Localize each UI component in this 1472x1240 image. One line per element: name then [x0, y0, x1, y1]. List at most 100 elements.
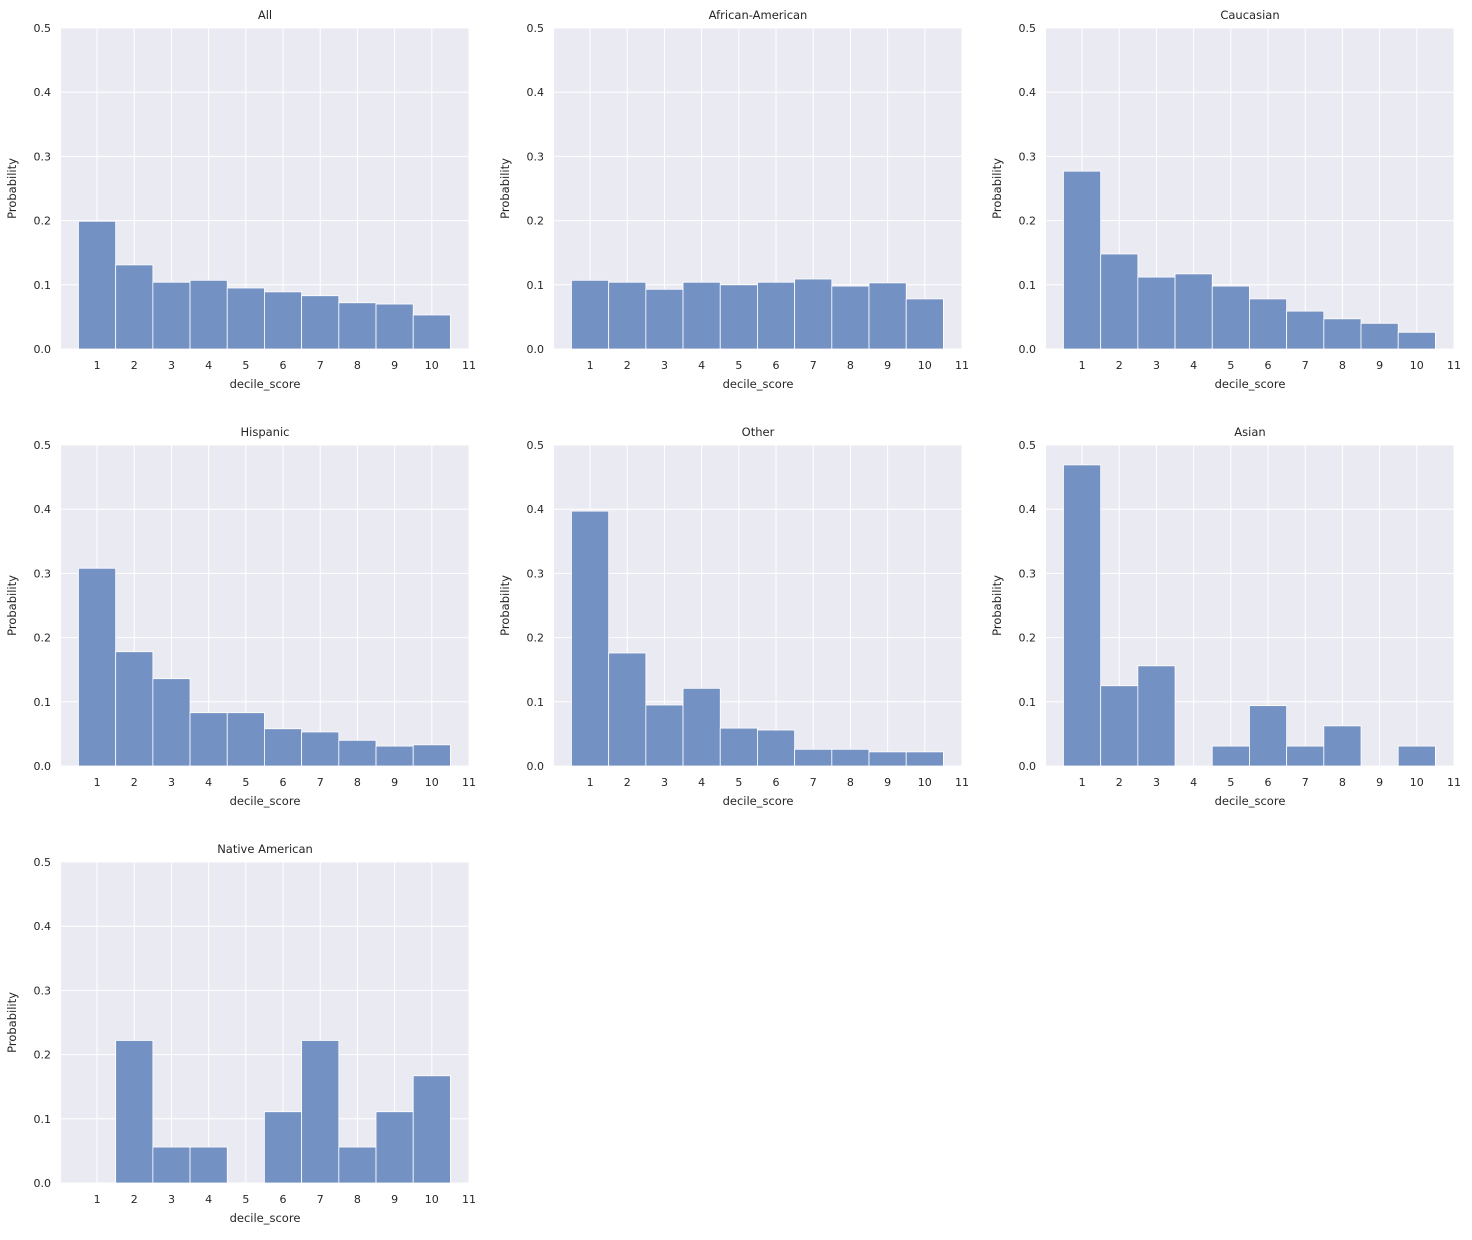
- x-tick-label: 10: [425, 1193, 439, 1206]
- x-tick-label: 11: [1447, 776, 1461, 789]
- bar-decile-6: [264, 728, 303, 767]
- x-tick-label: 6: [1265, 359, 1272, 372]
- x-tick-label: 3: [168, 359, 175, 372]
- y-tick-label: 0.0: [34, 343, 52, 356]
- x-tick-label: 6: [1265, 776, 1272, 789]
- bar-decile-7: [794, 748, 833, 767]
- bar-decile-8: [338, 739, 377, 767]
- bar-decile-5: [226, 287, 265, 350]
- bar-decile-8: [831, 285, 870, 350]
- x-tick-label: 10: [1410, 776, 1424, 789]
- x-tick-label: 5: [242, 776, 249, 789]
- x-tick-label: 1: [94, 1193, 101, 1206]
- y-tick-label: 0.5: [527, 439, 545, 452]
- x-tick-label: 3: [168, 776, 175, 789]
- bar-decile-1: [1063, 170, 1102, 350]
- bar-decile-2: [115, 264, 154, 350]
- bar-decile-4: [189, 1146, 228, 1184]
- x-tick-label: 9: [1376, 776, 1383, 789]
- bar-decile-9: [868, 751, 907, 767]
- x-tick-label: 5: [735, 359, 742, 372]
- y-tick-label: 0.5: [34, 439, 52, 452]
- bar-decile-8: [338, 302, 377, 350]
- y-tick-label: 0.3: [527, 150, 545, 163]
- x-axis-label: decile_score: [1215, 794, 1286, 808]
- x-tick-label: 5: [1227, 776, 1234, 789]
- x-tick-label: 7: [1302, 776, 1309, 789]
- y-tick-label: 0.3: [1019, 150, 1037, 163]
- y-axis-label: Probability: [990, 158, 1004, 219]
- x-tick-label: 5: [242, 1193, 249, 1206]
- bar-decile-2: [608, 281, 647, 350]
- bar-decile-6: [757, 281, 796, 350]
- bar-decile-10: [905, 298, 944, 350]
- bar-decile-7: [301, 731, 340, 767]
- y-tick-label: 0.4: [1019, 503, 1037, 516]
- bar-decile-9: [375, 1111, 414, 1184]
- x-tick-label: 9: [391, 1193, 398, 1206]
- bar-decile-5: [1211, 285, 1250, 350]
- x-tick-label: 5: [242, 359, 249, 372]
- subplot-title: African-American: [709, 8, 808, 22]
- bar-decile-8: [831, 748, 870, 767]
- y-tick-label: 0.4: [1019, 86, 1037, 99]
- y-tick-label: 0.0: [527, 760, 545, 773]
- y-tick-label: 0.5: [34, 856, 52, 869]
- subplot-caucasian: 0.0 0.1 0.2 0.3 0.4 0.5 1 2 3 4 5 6 7 8 9 10 11 Caucasian…: [990, 8, 1461, 391]
- x-tick-label: 1: [587, 776, 594, 789]
- bar-decile-6: [264, 1111, 303, 1184]
- bar-decile-1: [78, 220, 117, 350]
- x-axis-label: decile_score: [723, 794, 794, 808]
- x-tick-label: 11: [955, 776, 969, 789]
- x-tick-label: 4: [698, 776, 705, 789]
- x-tick-label: 9: [884, 776, 891, 789]
- x-tick-label: 11: [1447, 359, 1461, 372]
- x-tick-label: 4: [1190, 359, 1197, 372]
- x-tick-label: 3: [661, 776, 668, 789]
- bar-decile-9: [868, 282, 907, 350]
- x-tick-label: 2: [624, 776, 631, 789]
- y-axis-label: Probability: [5, 575, 19, 636]
- x-tick-label: 4: [698, 359, 705, 372]
- bar-decile-4: [1174, 273, 1213, 350]
- y-tick-label: 0.0: [1019, 343, 1037, 356]
- subplot-title: Other: [742, 425, 775, 439]
- x-tick-label: 4: [205, 1193, 212, 1206]
- bar-decile-7: [301, 1040, 340, 1184]
- bar-decile-3: [152, 1146, 191, 1184]
- x-axis-label: decile_score: [230, 794, 301, 808]
- x-tick-label: 8: [354, 359, 361, 372]
- subplot-title: Asian: [1234, 425, 1265, 439]
- bar-decile-10: [905, 751, 944, 767]
- bar-decile-5: [226, 712, 265, 767]
- x-tick-label: 4: [205, 359, 212, 372]
- x-tick-label: 6: [280, 1193, 287, 1206]
- x-tick-label: 9: [884, 359, 891, 372]
- bar-decile-10: [412, 314, 451, 350]
- y-tick-label: 0.4: [34, 503, 52, 516]
- y-tick-label: 0.5: [1019, 22, 1037, 35]
- y-tick-label: 0.1: [34, 1113, 52, 1126]
- bar-decile-6: [757, 729, 796, 767]
- x-tick-label: 1: [1079, 776, 1086, 789]
- bar-decile-9: [375, 745, 414, 767]
- subplot-title: Hispanic: [241, 425, 290, 439]
- y-tick-label: 0.1: [527, 279, 545, 292]
- y-tick-label: 0.1: [1019, 279, 1037, 292]
- x-tick-label: 7: [317, 1193, 324, 1206]
- x-tick-label: 9: [1376, 359, 1383, 372]
- y-tick-label: 0.2: [527, 215, 545, 228]
- x-tick-label: 3: [661, 359, 668, 372]
- x-tick-label: 2: [131, 776, 138, 789]
- x-tick-label: 7: [1302, 359, 1309, 372]
- y-tick-label: 0.5: [527, 22, 545, 35]
- x-tick-label: 8: [1339, 359, 1346, 372]
- subplot-title: Caucasian: [1220, 8, 1279, 22]
- x-tick-label: 7: [317, 776, 324, 789]
- x-tick-label: 11: [462, 1193, 476, 1206]
- bar-decile-8: [1323, 725, 1362, 767]
- subplot-other: 0.0 0.1 0.2 0.3 0.4 0.5 1 2 3 4 5 6 7 8 9 10 11 Other deci…: [498, 425, 969, 808]
- y-tick-label: 0.3: [34, 984, 52, 997]
- bar-decile-7: [794, 278, 833, 350]
- bar-decile-10: [412, 1075, 451, 1184]
